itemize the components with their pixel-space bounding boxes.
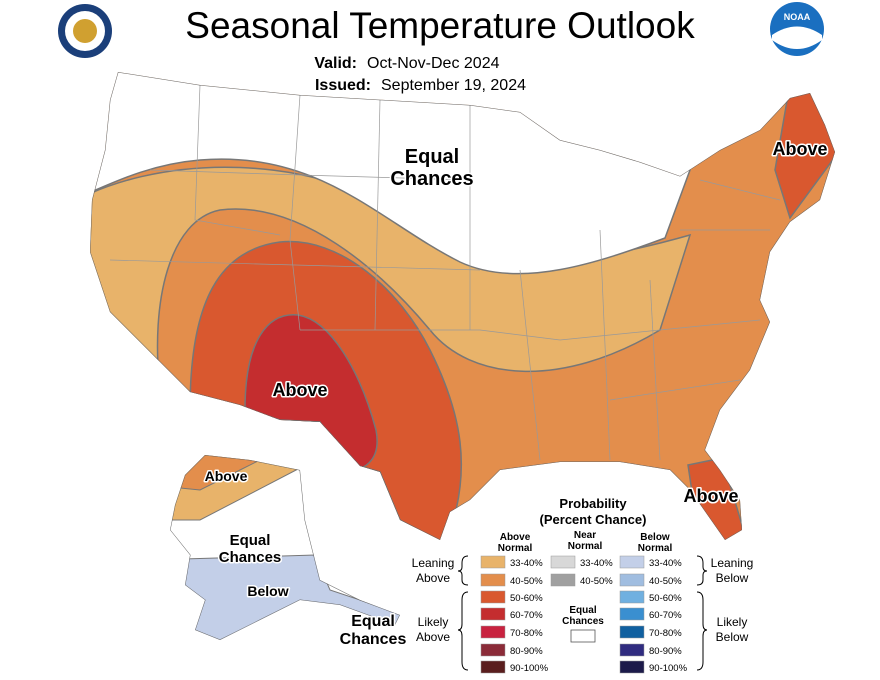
legend-group-label-line: Above <box>416 571 450 585</box>
legend-column-header-line: Above <box>500 532 531 543</box>
map-label-line: Below <box>247 583 288 599</box>
legend-label: 33-40% <box>510 558 543 569</box>
valid-label: Valid: <box>314 55 357 72</box>
map-label-line: Above <box>272 380 327 400</box>
map-label-line: Chances <box>219 549 282 566</box>
legend-group-label-line: Below <box>716 571 749 585</box>
legend-swatch <box>550 555 576 569</box>
legend-column-header-line: Normal <box>498 543 533 554</box>
legend-column-header: Below Normal <box>638 532 673 554</box>
legend-label: 80-90% <box>649 646 682 657</box>
legend-group-label: Likely Above <box>416 615 450 644</box>
map-label-line: Chances <box>390 168 473 190</box>
legend-label: 50-60% <box>649 593 682 604</box>
legend-column-header: Above Normal <box>498 532 533 554</box>
legend-swatch <box>480 643 506 657</box>
legend-label: 40-50% <box>580 576 613 587</box>
legend-swatch <box>619 607 645 621</box>
noaa-logo: NOAA <box>770 2 824 56</box>
legend-group-label-line: Below <box>716 630 749 644</box>
logo-text: NOAA <box>784 12 811 22</box>
legend-equal-label-line: Chances <box>562 616 604 627</box>
doc-seal <box>58 4 112 58</box>
map-label: Above <box>272 380 327 400</box>
legend-column-header-line: Normal <box>638 543 673 554</box>
valid-value: Oct-Nov-Dec 2024 <box>367 55 500 72</box>
legend-label: 90-100% <box>649 663 688 674</box>
legend-label: 70-80% <box>649 628 682 639</box>
legend-swatch <box>619 555 645 569</box>
legend-title-line: (Percent Chance) <box>540 512 647 527</box>
state-lines <box>109 84 781 461</box>
legend-title: Probability (Percent Chance) <box>540 496 647 527</box>
legend-swatch <box>619 643 645 657</box>
legend-swatch <box>480 555 506 569</box>
map-label: Equal Chances <box>390 146 473 190</box>
map-label-line: Chances <box>340 631 407 648</box>
map-label-line: Equal <box>405 146 459 168</box>
issued-label: Issued: <box>315 77 371 94</box>
map-label: Above <box>772 139 827 159</box>
map-label: Below <box>247 583 288 599</box>
legend-group-label-line: Likely <box>717 615 748 629</box>
legend-label: 33-40% <box>580 558 613 569</box>
legend-equal-label: Equal Chances <box>562 605 604 627</box>
legend-label: 60-70% <box>510 610 543 621</box>
legend-swatch <box>550 573 576 587</box>
legend-swatch <box>619 660 645 674</box>
legend-swatch <box>480 590 506 604</box>
legend-label: 80-90% <box>510 646 543 657</box>
map-label-line: Above <box>772 139 827 159</box>
legend-swatch <box>480 625 506 639</box>
legend-label: 60-70% <box>649 610 682 621</box>
legend-group-label-line: Leaning <box>412 556 455 570</box>
legend-column-header-line: Near <box>574 530 596 541</box>
legend-label: 70-80% <box>510 628 543 639</box>
legend-equal-swatch <box>570 629 596 643</box>
legend-swatch <box>480 573 506 587</box>
legend-column-header-line: Normal <box>568 541 603 552</box>
map-label-line: Above <box>683 486 738 506</box>
legend-group-label-line: Leaning <box>711 556 754 570</box>
issued-value: September 19, 2024 <box>381 77 526 94</box>
legend-swatch <box>619 590 645 604</box>
legend-swatch <box>619 573 645 587</box>
legend-group-label: Leaning Above <box>412 556 455 585</box>
map-label: Equal Chances <box>340 613 407 648</box>
legend-group-label-line: Above <box>416 630 450 644</box>
conus-outline <box>90 72 835 540</box>
legend-group-label: Leaning Below <box>711 556 754 585</box>
legend-swatch <box>480 660 506 674</box>
title: Seasonal Temperature Outlook <box>185 5 695 46</box>
legend-label: 90-100% <box>510 663 549 674</box>
legend-label: 33-40% <box>649 558 682 569</box>
map-label: Equal Chances <box>219 532 282 566</box>
legend-label: 40-50% <box>510 576 543 587</box>
legend-title-line: Probability <box>559 496 627 511</box>
legend-equal-label-line: Equal <box>569 605 596 616</box>
legend-swatch <box>480 607 506 621</box>
legend-swatch <box>619 625 645 639</box>
legend-group-label-line: Likely <box>418 615 449 629</box>
legend-label: 50-60% <box>510 593 543 604</box>
map-label: Above <box>683 486 738 506</box>
legend-braces <box>457 555 708 671</box>
map-label-line: Equal <box>230 532 271 549</box>
legend-column-header-line: Below <box>640 532 670 543</box>
ak-40-50 <box>170 455 301 491</box>
legend-column-header: Near Normal <box>568 530 603 552</box>
legend-label: 40-50% <box>649 576 682 587</box>
map-label-line: Above <box>205 468 248 484</box>
legend-group-label: Likely Below <box>716 615 749 644</box>
map-label-line: Equal <box>351 613 395 630</box>
map-label: Above <box>205 468 248 484</box>
